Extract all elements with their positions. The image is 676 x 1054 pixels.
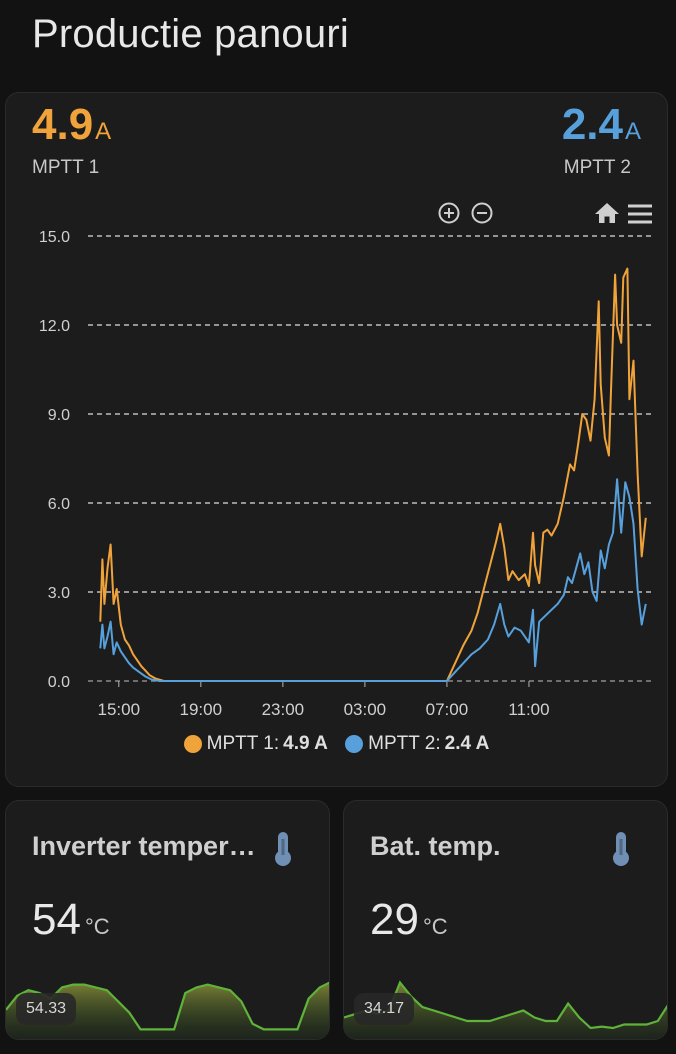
y-tick-label: 15.0 (39, 229, 70, 246)
x-tick-label: 23:00 (262, 700, 305, 719)
mptt2-name: MPTT 2 (563, 157, 631, 178)
mptt1-value: 4.9A (32, 103, 111, 147)
inverter-temperature-name: Inverter temper… (32, 831, 256, 861)
inverter-temperature-unit: °C (84, 914, 110, 939)
menu-icon[interactable] (627, 203, 653, 229)
battery-temperature-name: Bat. temp. (370, 831, 501, 861)
mptt1-unit: A (95, 118, 112, 145)
inverter-temperature-value: 54 °C (32, 895, 110, 945)
legend-value-mptt1: 4.9 A (283, 733, 328, 754)
mptt1-name: MPTT 1 (32, 157, 100, 178)
battery-temperature-card[interactable]: Bat. temp. 29 °C 34.17 (343, 800, 668, 1040)
legend-label-mptt2: MPTT 2: (368, 733, 441, 754)
x-tick-label: 19:00 (180, 700, 223, 719)
y-tick-label: 6.0 (48, 496, 70, 513)
current-line-chart[interactable]: 0.0 3.0 6.0 9.0 12.0 15.0 15:00 19:00 23:00 03:00… (6, 93, 668, 733)
x-tick-label: 15:00 (97, 700, 140, 719)
y-tick-label: 9.0 (48, 407, 70, 424)
x-tick-label: 11:00 (508, 700, 549, 719)
battery-temperature-spark-label: 34.17 (354, 993, 415, 1025)
inverter-temperature-number: 54 (32, 895, 81, 944)
legend-label-mptt1: MPTT 1: (206, 733, 280, 754)
battery-temperature-value: 29 °C (370, 895, 448, 945)
legend-dot-mptt1 (183, 735, 202, 753)
chart-legend: MPTT 1: 4.9 A MPTT 2: 2.4 A (6, 733, 667, 759)
y-tick-label: 3.0 (48, 585, 70, 602)
legend-dot-mptt2 (345, 735, 364, 753)
x-tick-label: 03:00 (344, 700, 387, 719)
battery-temperature-unit: °C (422, 914, 448, 939)
legend-item-mptt1[interactable]: MPTT 1: 4.9 A (183, 733, 328, 755)
series-line-mptt1 (99, 267, 647, 682)
mptt1-value-number: 4.9 (32, 100, 94, 149)
zoom-out-icon[interactable] (470, 201, 494, 229)
zoom-in-icon[interactable] (437, 201, 461, 229)
battery-temperature-number: 29 (370, 895, 419, 944)
x-tick-label: 07:00 (426, 700, 469, 719)
page-title: Productie panouri (32, 12, 349, 56)
inverter-sparkline-line (6, 981, 329, 1031)
inverter-temperature-sparkline (6, 981, 329, 1039)
thermometer-icon (610, 831, 632, 872)
legend-value-mptt2: 2.4 A (444, 733, 490, 754)
battery-sparkline-line (344, 980, 667, 1030)
mptt2-unit: A (624, 118, 641, 145)
legend-item-mptt2[interactable]: MPTT 2: 2.4 A (345, 733, 489, 755)
mptt2-value: 2.4A (562, 103, 641, 147)
y-tick-label: 12.0 (39, 318, 70, 335)
panel-production-card: 4.9A MPTT 1 2.4A MPTT 2 0.0 3.0 6.0 9.0 12.0… (5, 92, 668, 787)
series-line-mptt2 (99, 478, 647, 682)
inverter-temperature-card[interactable]: Inverter temper… 54 °C 54.33 (5, 800, 330, 1040)
home-icon[interactable] (594, 201, 620, 229)
inverter-temperature-spark-label: 54.33 (16, 993, 77, 1025)
battery-temperature-sparkline (344, 980, 667, 1039)
mptt2-value-number: 2.4 (561, 100, 623, 149)
y-tick-label: 0.0 (48, 674, 70, 691)
inverter-sparkline-area (6, 982, 329, 1039)
thermometer-icon (272, 831, 294, 872)
